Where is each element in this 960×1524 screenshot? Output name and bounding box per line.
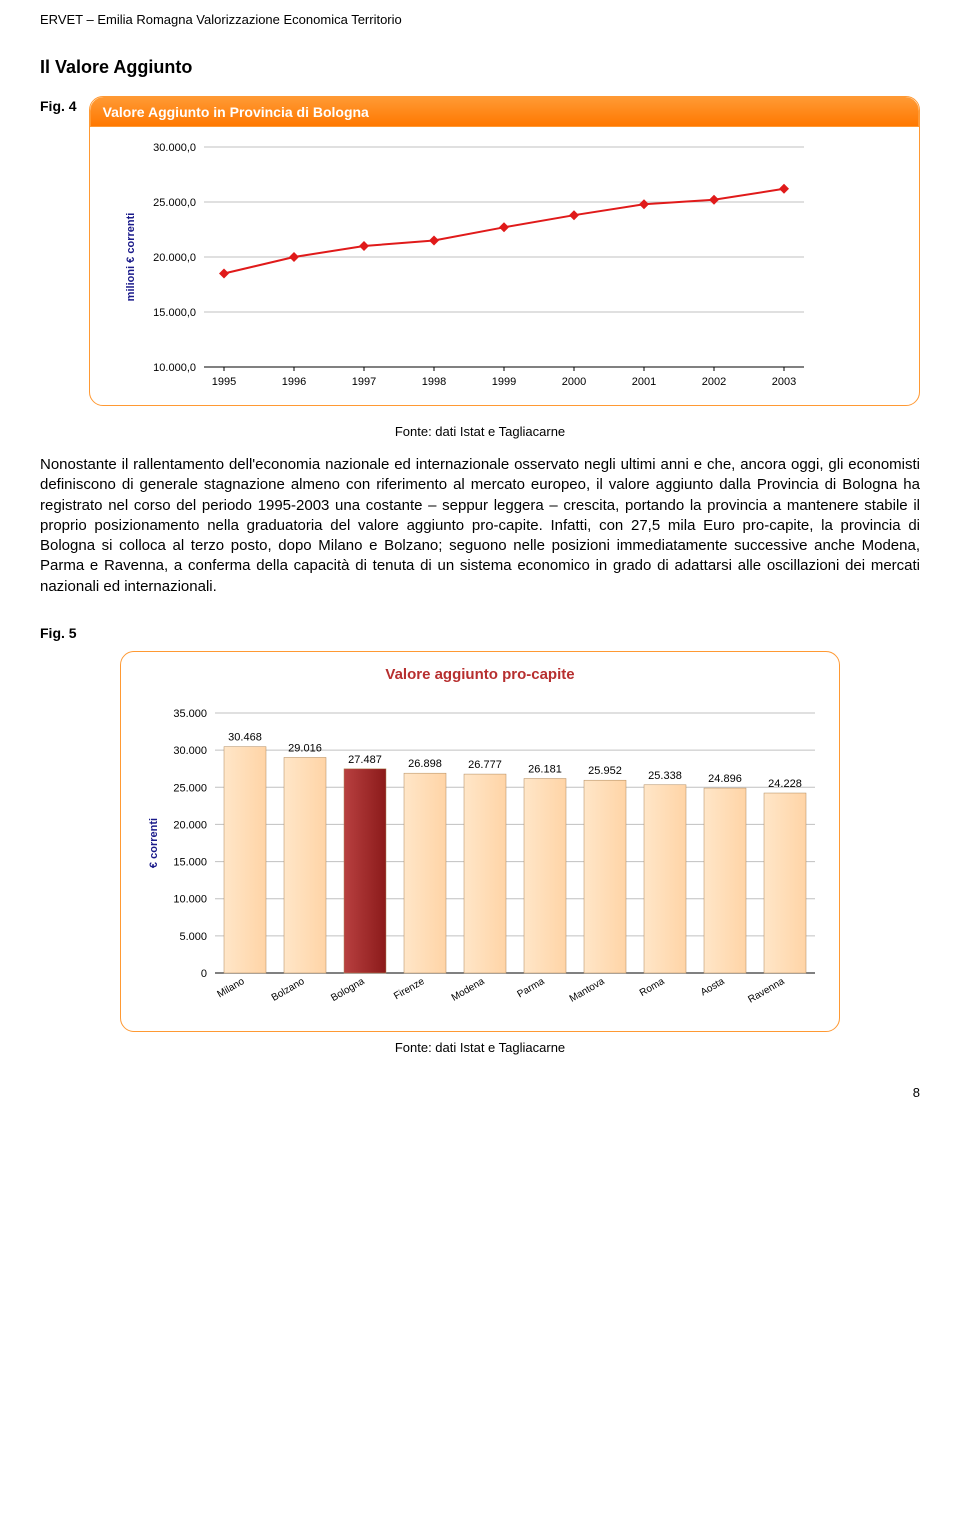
fig5-chart-frame: Valore aggiunto pro-capite 0 5.000 10.000 1…: [120, 651, 840, 1032]
svg-text:milioni € correnti: milioni € correnti: [125, 213, 137, 302]
svg-text:Firenze: Firenze: [392, 976, 427, 1002]
svg-text:Parma: Parma: [515, 976, 546, 1000]
svg-text:30.000: 30.000: [173, 745, 207, 757]
fig4-chart-frame: Valore Aggiunto in Provincia di Bologna …: [89, 96, 920, 406]
svg-text:2001: 2001: [631, 376, 655, 388]
svg-text:1995: 1995: [211, 376, 235, 388]
svg-text:30.000,0: 30.000,0: [153, 142, 196, 154]
doc-header: ERVET – Emilia Romagna Valorizzazione Ec…: [40, 12, 920, 27]
svg-text:25.338: 25.338: [648, 770, 682, 782]
page-number: 8: [40, 1085, 920, 1100]
svg-text:20.000: 20.000: [173, 819, 207, 831]
svg-text:Modena: Modena: [450, 976, 487, 1004]
fig5-title: Valore aggiunto pro-capite: [135, 666, 825, 683]
svg-text:Bologna: Bologna: [329, 976, 367, 1004]
fig5-caption: Fonte: dati Istat e Tagliacarne: [40, 1040, 920, 1055]
fig4-line-chart: 10.000,0 15.000,0 20.000,0 25.000,0 30.000,0…: [104, 137, 824, 397]
svg-text:26.898: 26.898: [408, 758, 442, 770]
svg-text:1997: 1997: [351, 376, 375, 388]
svg-text:10.000: 10.000: [173, 893, 207, 905]
svg-text:0: 0: [201, 968, 207, 980]
svg-text:20.000,0: 20.000,0: [153, 252, 196, 264]
svg-text:Ravenna: Ravenna: [746, 976, 787, 1006]
svg-text:2002: 2002: [701, 376, 725, 388]
svg-text:30.468: 30.468: [228, 731, 262, 743]
svg-text:27.487: 27.487: [348, 754, 382, 766]
svg-text:25.952: 25.952: [588, 765, 622, 777]
fig4-label: Fig. 4: [40, 98, 77, 114]
svg-text:15.000: 15.000: [173, 856, 207, 868]
svg-text:Aosta: Aosta: [699, 976, 727, 999]
fig4-caption: Fonte: dati Istat e Tagliacarne: [40, 424, 920, 439]
svg-text:25.000: 25.000: [173, 782, 207, 794]
fig5-label: Fig. 5: [40, 625, 920, 641]
fig4-title: Valore Aggiunto in Provincia di Bologna: [90, 97, 919, 127]
svg-text:Bolzano: Bolzano: [270, 976, 307, 1004]
svg-text:1999: 1999: [491, 376, 515, 388]
svg-text:2003: 2003: [771, 376, 795, 388]
svg-text:5.000: 5.000: [179, 931, 207, 943]
svg-text:24.228: 24.228: [768, 778, 802, 790]
svg-text:Roma: Roma: [638, 976, 667, 999]
fig5-bar-chart: 0 5.000 10.000 15.000 20.000 25.000 30.000 35.0…: [135, 693, 825, 1023]
svg-text:24.896: 24.896: [708, 773, 742, 785]
svg-text:29.016: 29.016: [288, 742, 322, 754]
svg-text:1996: 1996: [281, 376, 305, 388]
svg-text:26.181: 26.181: [528, 763, 562, 775]
svg-text:10.000,0: 10.000,0: [153, 362, 196, 374]
svg-text:26.777: 26.777: [468, 759, 502, 771]
svg-text:25.000,0: 25.000,0: [153, 197, 196, 209]
svg-text:35.000: 35.000: [173, 708, 207, 720]
body-paragraph: Nonostante il rallentamento dell'economi…: [40, 455, 920, 597]
svg-text:15.000,0: 15.000,0: [153, 307, 196, 319]
svg-text:€ correnti: € correnti: [148, 818, 160, 868]
svg-text:2000: 2000: [561, 376, 585, 388]
svg-text:Mantova: Mantova: [568, 976, 607, 1005]
section-title: Il Valore Aggiunto: [40, 57, 920, 78]
svg-text:1998: 1998: [421, 376, 445, 388]
svg-text:Milano: Milano: [215, 976, 246, 1000]
